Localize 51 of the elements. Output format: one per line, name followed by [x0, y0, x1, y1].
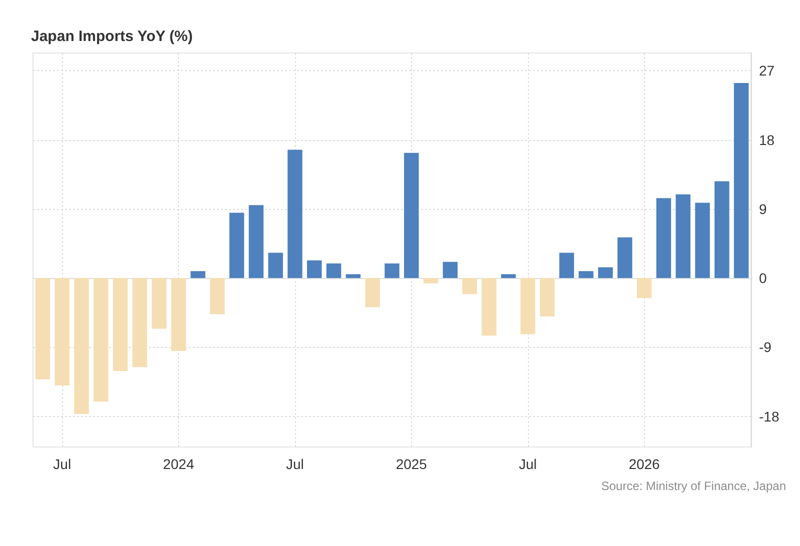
- x-tick-label: 2024: [162, 456, 194, 472]
- bar: [714, 181, 730, 278]
- bar: [656, 198, 672, 278]
- y-tick-label: -9: [759, 339, 772, 356]
- bar: [578, 271, 594, 278]
- bar: [734, 82, 749, 278]
- y-tick-label: 27: [759, 62, 775, 79]
- bar: [268, 252, 283, 278]
- x-tick-label: 2025: [396, 456, 428, 472]
- bar: [54, 278, 70, 386]
- bar: [482, 278, 496, 336]
- bar: [559, 252, 574, 278]
- bar: [307, 260, 322, 278]
- y-tick-label: 9: [759, 200, 767, 217]
- bar: [210, 278, 225, 314]
- bar: [229, 212, 244, 278]
- bar: [365, 278, 380, 308]
- y-tick-label: 0: [759, 270, 767, 286]
- bar: [94, 278, 108, 402]
- bar: [423, 278, 438, 284]
- bar: [442, 262, 458, 278]
- x-tick-label: Jul: [53, 456, 72, 472]
- y-tick-label: -18: [759, 408, 780, 424]
- x-tick-label: 2026: [628, 456, 660, 472]
- bar: [132, 278, 148, 368]
- bar: [74, 278, 89, 414]
- bar: [540, 278, 555, 316]
- source-note: Source: Ministry of Finance, Japan: [601, 479, 786, 493]
- x-tick-label: Jul: [286, 456, 304, 472]
- bar: [190, 271, 206, 278]
- bar: [598, 267, 613, 278]
- bar: [636, 278, 652, 298]
- bar: [326, 263, 342, 278]
- bar: [501, 274, 516, 278]
- bar: [346, 274, 361, 278]
- bar: [248, 205, 264, 278]
- bar: [617, 237, 632, 278]
- bar: [384, 263, 400, 278]
- chart-title: Japan Imports YoY (%): [31, 28, 193, 45]
- x-tick-label: Jul: [518, 456, 537, 472]
- bar: [695, 202, 710, 278]
- bar: [171, 278, 186, 351]
- bar: [404, 152, 419, 278]
- bar: [112, 278, 128, 371]
- bar: [462, 278, 477, 294]
- bar: [152, 278, 167, 329]
- bar: [676, 194, 690, 278]
- y-tick-label: 18: [759, 132, 775, 148]
- bar: [35, 278, 50, 380]
- bar: [520, 278, 536, 334]
- bar: [288, 150, 302, 278]
